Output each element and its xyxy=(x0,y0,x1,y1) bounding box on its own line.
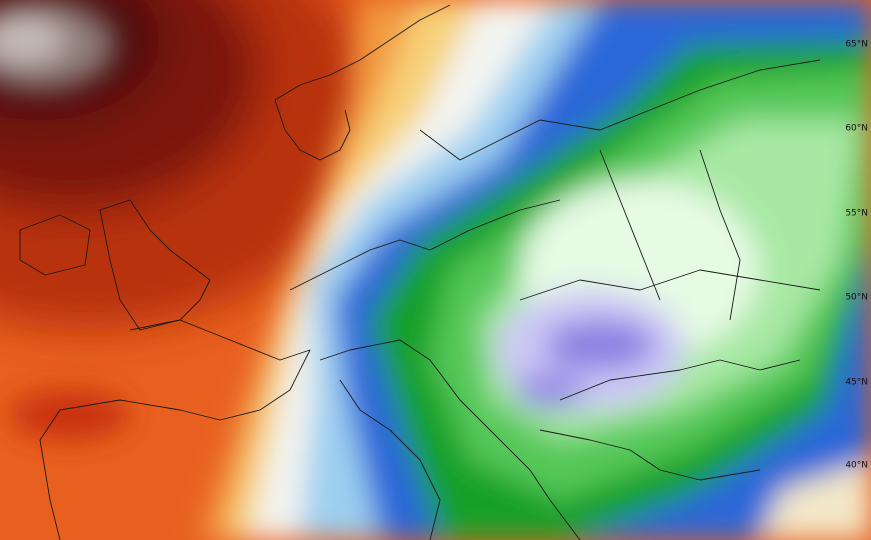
latitude-label: 50°N xyxy=(845,293,868,303)
coastlines xyxy=(19,4,821,540)
latitude-labels: 65°N 60°N 55°N 50°N 45°N 40°N xyxy=(845,40,868,471)
latitude-label: 40°N xyxy=(845,461,868,471)
latitude-label: 45°N xyxy=(845,378,868,388)
latitude-label: 65°N xyxy=(845,40,868,50)
latitude-label: 60°N xyxy=(845,124,868,134)
latitude-label: 55°N xyxy=(845,209,868,219)
